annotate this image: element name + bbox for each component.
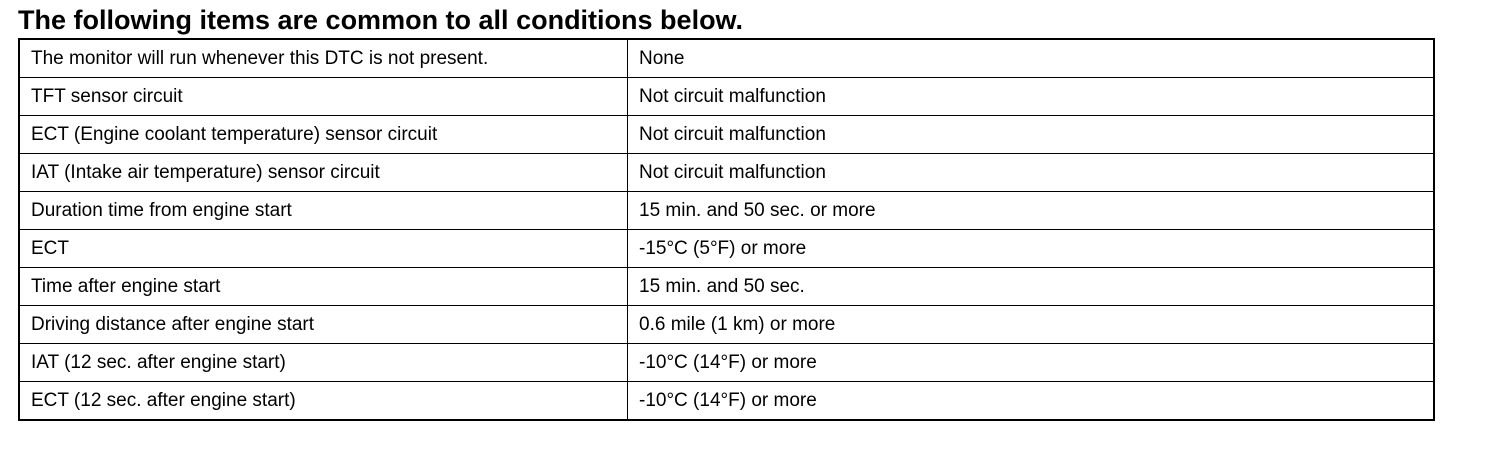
condition-item: ECT (12 sec. after engine start) xyxy=(18,381,628,421)
row: ECT (12 sec. after engine start) -10°C (1… xyxy=(18,381,1435,421)
condition-item: IAT (12 sec. after engine start) xyxy=(18,343,628,382)
condition-value: -10°C (14°F) or more xyxy=(627,343,1435,382)
row: ECT -15°C (5°F) or more xyxy=(18,229,1435,268)
condition-value: Not circuit malfunction xyxy=(627,115,1435,154)
row: The monitor will run whenever this DTC i… xyxy=(18,38,1435,78)
row: IAT (Intake air temperature) sensor circ… xyxy=(18,153,1435,192)
conditions-table: The monitor will run whenever this DTC i… xyxy=(18,38,1435,421)
condition-value: -10°C (14°F) or more xyxy=(627,381,1435,421)
row: ECT (Engine coolant temperature) sensor … xyxy=(18,115,1435,154)
condition-value: -15°C (5°F) or more xyxy=(627,229,1435,268)
row: Driving distance after engine start 0.6 m… xyxy=(18,305,1435,344)
title: The following items are common to all co… xyxy=(18,5,744,35)
condition-value: 0.6 mile (1 km) or more xyxy=(627,305,1435,344)
condition-value: Not circuit malfunction xyxy=(627,77,1435,116)
row: Time after engine start 15 min. and 50 se… xyxy=(18,267,1435,306)
row: Duration time from engine start 15 min. a… xyxy=(18,191,1435,230)
condition-item: The monitor will run whenever this DTC i… xyxy=(18,38,628,78)
condition-value: Not circuit malfunction xyxy=(627,153,1435,192)
condition-value: 15 min. and 50 sec. xyxy=(627,267,1435,306)
condition-item: ECT xyxy=(18,229,628,268)
condition-item: Time after engine start xyxy=(18,267,628,306)
condition-item: Driving distance after engine start xyxy=(18,305,628,344)
condition-item: IAT (Intake air temperature) sensor circ… xyxy=(18,153,628,192)
row: TFT sensor circuit Not circuit malfunctio… xyxy=(18,77,1435,116)
condition-value: None xyxy=(627,38,1435,78)
condition-item: TFT sensor circuit xyxy=(18,77,628,116)
condition-item: Duration time from engine start xyxy=(18,191,628,230)
condition-item: ECT (Engine coolant temperature) sensor … xyxy=(18,115,628,154)
condition-value: 15 min. and 50 sec. or more xyxy=(627,191,1435,230)
row: IAT (12 sec. after engine start) -10°C (1… xyxy=(18,343,1435,382)
